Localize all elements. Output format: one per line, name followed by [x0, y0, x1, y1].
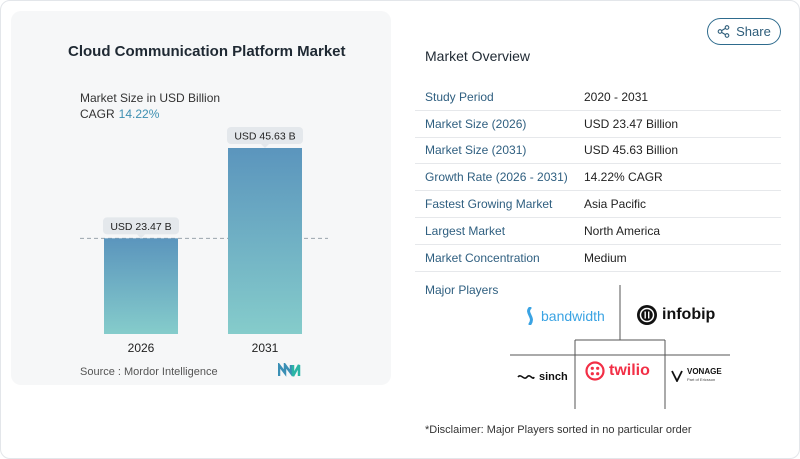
overview-value: USD 23.47 Billion [584, 116, 679, 131]
data-label-bg [103, 217, 179, 235]
overview-row: Market Size (2031) USD 45.63 Billion [415, 137, 781, 165]
data-label: USD 45.63 B [234, 131, 295, 143]
overview-key: Market Size (2026) [425, 116, 527, 131]
category-label: 2031 [252, 341, 279, 355]
share-button[interactable]: Share [707, 18, 781, 45]
bandwidth-logo: bandwidth [523, 307, 605, 325]
category-label: 2026 [128, 341, 155, 355]
overview-key: Study Period [425, 89, 494, 104]
infobip-logo: infobip [636, 304, 715, 326]
overview-table: Study Period 2020 - 2031 Market Size (2026… [415, 84, 781, 272]
overview-key: Growth Rate (2026 - 2031) [425, 170, 568, 185]
vonage-logo: VONAGE Part of Ericsson [671, 368, 722, 384]
chart-title: Cloud Communication Platform Market [68, 43, 346, 60]
data-label-pointer [137, 234, 145, 239]
overview-row: Market Size (2026) USD 23.47 Billion [415, 111, 781, 138]
overview-value: 2020 - 2031 [584, 89, 649, 104]
bar-chart: USD 23.47 B 2026 USD 45.63 B 2031 [80, 127, 328, 355]
twilio-icon [585, 361, 605, 381]
source-text: Source : Mordor Intelligence [80, 366, 218, 378]
overview-value: Asia Pacific [584, 197, 647, 212]
disclaimer: *Disclaimer: Major Players sorted in no … [425, 424, 692, 436]
overview-row: Fastest Growing Market Asia Pacific [415, 191, 781, 218]
vonage-icon [671, 370, 683, 382]
overview-row: Study Period 2020 - 2031 [415, 84, 781, 111]
overview-key: Largest Market [425, 223, 506, 238]
mordor-logo [278, 363, 301, 377]
players-grid: bandwidth infobip sinch twilio VONAGE Pa… [505, 285, 735, 411]
bar-2031 [228, 148, 302, 334]
overview-key: Market Concentration [425, 250, 540, 265]
overview-value: North America [584, 223, 661, 238]
twilio-logo: twilio [585, 361, 650, 381]
overview-key: Fastest Growing Market [425, 197, 553, 212]
cagr-label: CAGR [80, 107, 115, 121]
infobip-icon [637, 305, 657, 325]
bar-2026 [104, 238, 178, 334]
overview-row: Market Concentration Medium [415, 244, 781, 272]
overview-row: Growth Rate (2026 - 2031) 14.22% CAGR [415, 164, 781, 192]
chart-cagr: CAGR 14.22% [80, 107, 159, 121]
share-icon [717, 25, 730, 38]
data-label-pointer [261, 144, 269, 148]
chart-card [11, 11, 391, 385]
overview-value: 14.22% CAGR [584, 170, 663, 185]
share-label: Share [736, 24, 771, 39]
overview-row: Largest Market North America [415, 218, 781, 245]
data-label-bg [227, 127, 303, 144]
cagr-value: 14.22% [118, 107, 160, 121]
data-label: USD 23.47 B [110, 221, 171, 233]
bandwidth-icon [527, 307, 533, 325]
sinch-icon [517, 375, 535, 379]
players-title: Major Players [425, 283, 499, 297]
overview-title: Market Overview [425, 48, 531, 64]
overview-value: Medium [584, 250, 627, 265]
overview-value: USD 45.63 Billion [584, 143, 679, 158]
sinch-logo: sinch [517, 371, 568, 383]
players-grid-lines [510, 285, 730, 409]
chart-subtitle: Market Size in USD Billion [80, 91, 221, 105]
overview-key: Market Size (2031) [425, 143, 527, 158]
